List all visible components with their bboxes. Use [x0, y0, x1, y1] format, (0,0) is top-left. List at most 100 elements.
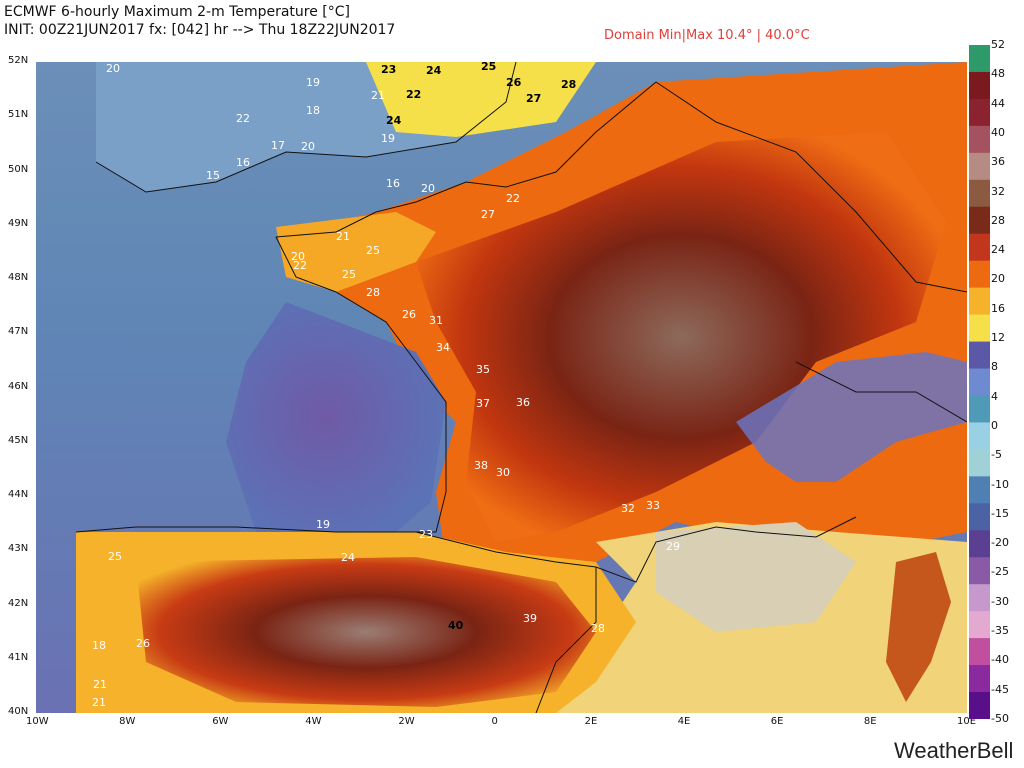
temperature-label: 27 [526, 92, 541, 105]
temperature-label: 28 [591, 622, 605, 635]
temperature-label: 24 [426, 64, 442, 77]
temperature-label: 32 [621, 502, 635, 515]
temperature-label: 17 [271, 139, 285, 152]
lon-label: 6E [770, 716, 784, 727]
lon-label: 4W [305, 716, 322, 727]
temperature-label: 26 [506, 76, 522, 89]
lon-label: 8W [119, 716, 136, 727]
color-scale-tick: 24 [991, 243, 1005, 257]
color-scale-segment [969, 179, 990, 208]
color-scale-tick: 12 [991, 331, 1005, 345]
temperature-label: 25 [108, 550, 122, 563]
color-scale-tick: -30 [991, 594, 1009, 608]
color-scale-tick: 36 [991, 155, 1005, 169]
temperature-label: 25 [342, 268, 356, 281]
color-scale-segment [969, 584, 990, 612]
france-inner [416, 132, 946, 542]
temperature-label: 20 [301, 140, 315, 153]
temperature-label: 16 [236, 156, 250, 169]
color-scale-segment [969, 395, 990, 423]
temperature-label: 25 [481, 62, 496, 73]
color-scale-tick: -15 [991, 506, 1009, 520]
lat-label: 43N [8, 543, 29, 555]
temperature-label: 30 [496, 466, 510, 479]
color-scale-segment [969, 503, 990, 531]
temperature-label: 35 [476, 363, 490, 376]
color-scale-tick: -5 [991, 448, 1002, 462]
corsica [886, 552, 951, 702]
color-scale-tick: 4 [991, 389, 998, 403]
temperature-label: 27 [481, 208, 495, 221]
color-scale-segment [969, 45, 990, 73]
alps-cool-band [736, 352, 967, 482]
color-scale-tick: -25 [991, 565, 1009, 579]
temperature-label: 33 [646, 499, 660, 512]
temperature-label: 18 [306, 104, 320, 117]
temperature-label: 23 [381, 63, 396, 76]
bay-of-biscay [226, 302, 446, 532]
color-scale-tick: -50 [991, 712, 1009, 725]
color-scale-segment [969, 530, 990, 558]
color-scale-tick: 48 [991, 67, 1005, 81]
color-scale-segment [969, 692, 990, 719]
color-scale-segment [969, 368, 990, 396]
temperature-label: 28 [561, 78, 576, 91]
color-scale-tick: -40 [991, 653, 1009, 667]
color-scale-tick: 28 [991, 213, 1005, 227]
lat-label: 49N [8, 217, 29, 229]
temperature-label: 36 [516, 396, 530, 409]
weatherbell-logo: WeatherBell [894, 738, 1014, 763]
color-scale-segment [969, 665, 990, 693]
temperature-label: 21 [92, 696, 106, 709]
color-scale-segment [969, 449, 990, 477]
color-scale-segment [969, 611, 990, 639]
coastlines [75, 62, 967, 713]
init-forecast-line: INIT: 00Z21JUN2017 fx: [042] hr --> Thu … [4, 22, 396, 38]
temperature-label: 19 [316, 518, 330, 531]
lon-label: 2E [584, 716, 598, 727]
lat-label: 48N [8, 272, 29, 283]
lat-label: 51N [8, 109, 29, 121]
color-scale-tick: 44 [991, 96, 1005, 110]
temperature-label: 15 [206, 169, 220, 182]
temperature-label: 18 [92, 639, 106, 652]
lon-label: 2W [398, 716, 415, 727]
color-scale-segment [969, 638, 990, 666]
temperature-label: 19 [381, 132, 395, 145]
color-scale-segment [969, 152, 990, 181]
temperature-label: 22 [236, 112, 250, 125]
color-scale-tick: 20 [991, 272, 1005, 286]
domain-min-max: Domain Min|Max 10.4° | 40.0°C [604, 28, 810, 43]
lat-label: 41N [8, 651, 29, 663]
temperature-label: 34 [436, 341, 450, 354]
temperature-label: 21 [371, 89, 385, 102]
color-scale-tick: 52 [991, 38, 1005, 51]
lon-label: 10E [957, 716, 977, 727]
color-scale-segment [969, 557, 990, 585]
lat-label: 47N [8, 326, 29, 338]
temperature-label: 28 [366, 286, 380, 299]
lat-label: 44N [8, 489, 29, 500]
temperature-label: 22 [293, 259, 307, 272]
temperature-label: 16 [386, 177, 400, 190]
temperature-label: 19 [306, 76, 320, 89]
temperature-label: 26 [136, 637, 150, 650]
color-scale-segment [969, 233, 990, 262]
lat-label: 45N [8, 434, 29, 446]
temperature-label: 20 [291, 250, 305, 263]
temperature-label: 24 [341, 551, 355, 564]
temperature-label: 38 [474, 459, 488, 472]
med-cool-patch [656, 522, 856, 632]
lon-label: 10W [26, 716, 49, 727]
color-scale-tick: -35 [991, 624, 1009, 638]
temperature-label: 40 [448, 619, 464, 632]
color-scale-tick: 32 [991, 184, 1005, 198]
temperature-label: 21 [336, 230, 350, 243]
color-scale-tick: -10 [991, 477, 1009, 491]
brittany [276, 212, 436, 292]
color-scale-tick: -45 [991, 682, 1009, 696]
temperature-label: 29 [666, 540, 680, 553]
temperature-label: 37 [476, 397, 490, 410]
temperature-label: 31 [429, 314, 443, 327]
